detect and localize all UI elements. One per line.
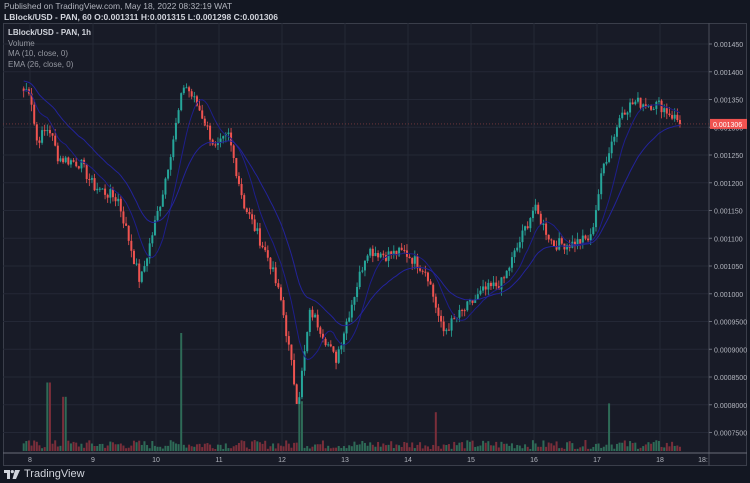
svg-text:0.001250: 0.001250 <box>714 153 743 160</box>
svg-text:10: 10 <box>152 457 160 464</box>
tradingview-logo-icon <box>4 469 20 479</box>
published-caption: Published on TradingView.com, May 18, 20… <box>4 1 233 11</box>
svg-text:18:: 18: <box>698 457 708 464</box>
price-chart[interactable]: 0.0014500.0014000.0013500.0013000.001250… <box>3 23 747 466</box>
svg-text:16: 16 <box>530 457 538 464</box>
svg-text:0.0008000: 0.0008000 <box>714 403 747 410</box>
svg-text:0.001150: 0.001150 <box>714 209 743 216</box>
chart-legend: LBlock/USD - PAN, 1h Volume MA (10, clos… <box>8 28 91 70</box>
open-label: O:0.001311 <box>94 12 139 22</box>
svg-text:0.001100: 0.001100 <box>714 236 743 243</box>
svg-text:0.001200: 0.001200 <box>714 181 743 188</box>
ohlc-line: LBlock/USD - PAN, 60 O:0.001311 H:0.0013… <box>4 12 278 22</box>
close-value: 0.001306 <box>242 12 278 22</box>
svg-text:0.001306: 0.001306 <box>713 122 742 129</box>
legend-ma[interactable]: MA (10, close, 0) <box>8 49 69 58</box>
symbol-label: LBlock/USD - PAN, 60 <box>4 12 92 22</box>
svg-text:0.0009000: 0.0009000 <box>714 347 747 354</box>
close-label: C:0.001306 <box>233 12 278 22</box>
low-value: 0.001298 <box>195 12 232 22</box>
svg-text:11: 11 <box>215 457 222 464</box>
svg-text:0.0008500: 0.0008500 <box>714 375 747 382</box>
svg-text:0.001400: 0.001400 <box>714 70 743 77</box>
svg-text:8: 8 <box>28 457 32 464</box>
svg-text:17: 17 <box>593 457 601 464</box>
svg-text:0.001450: 0.001450 <box>714 42 743 49</box>
open-value: 0.001311 <box>103 12 139 22</box>
low-label: L:0.001298 <box>187 12 232 22</box>
svg-text:15: 15 <box>467 457 475 464</box>
svg-text:0.0007500: 0.0007500 <box>714 431 747 438</box>
svg-text:13: 13 <box>341 457 349 464</box>
chart-frame <box>3 23 747 466</box>
svg-text:0.0009500: 0.0009500 <box>714 320 747 327</box>
svg-text:18: 18 <box>656 457 664 464</box>
legend-ema[interactable]: EMA (26, close, 0) <box>8 59 74 69</box>
legend-volume[interactable]: Volume <box>8 38 35 48</box>
high-label: H:0.001315 <box>140 12 186 22</box>
svg-text:14: 14 <box>404 457 412 464</box>
svg-text:12: 12 <box>278 457 286 464</box>
svg-text:0.001000: 0.001000 <box>714 292 743 299</box>
svg-text:0.001050: 0.001050 <box>714 264 743 271</box>
svg-text:0.001350: 0.001350 <box>714 98 743 105</box>
legend-title[interactable]: LBlock/USD - PAN, 1h <box>8 28 91 37</box>
high-value: 0.001315 <box>149 12 186 22</box>
svg-text:9: 9 <box>91 457 95 464</box>
brand-label: TradingView <box>24 468 85 480</box>
tradingview-logo[interactable]: TradingView <box>4 468 85 480</box>
